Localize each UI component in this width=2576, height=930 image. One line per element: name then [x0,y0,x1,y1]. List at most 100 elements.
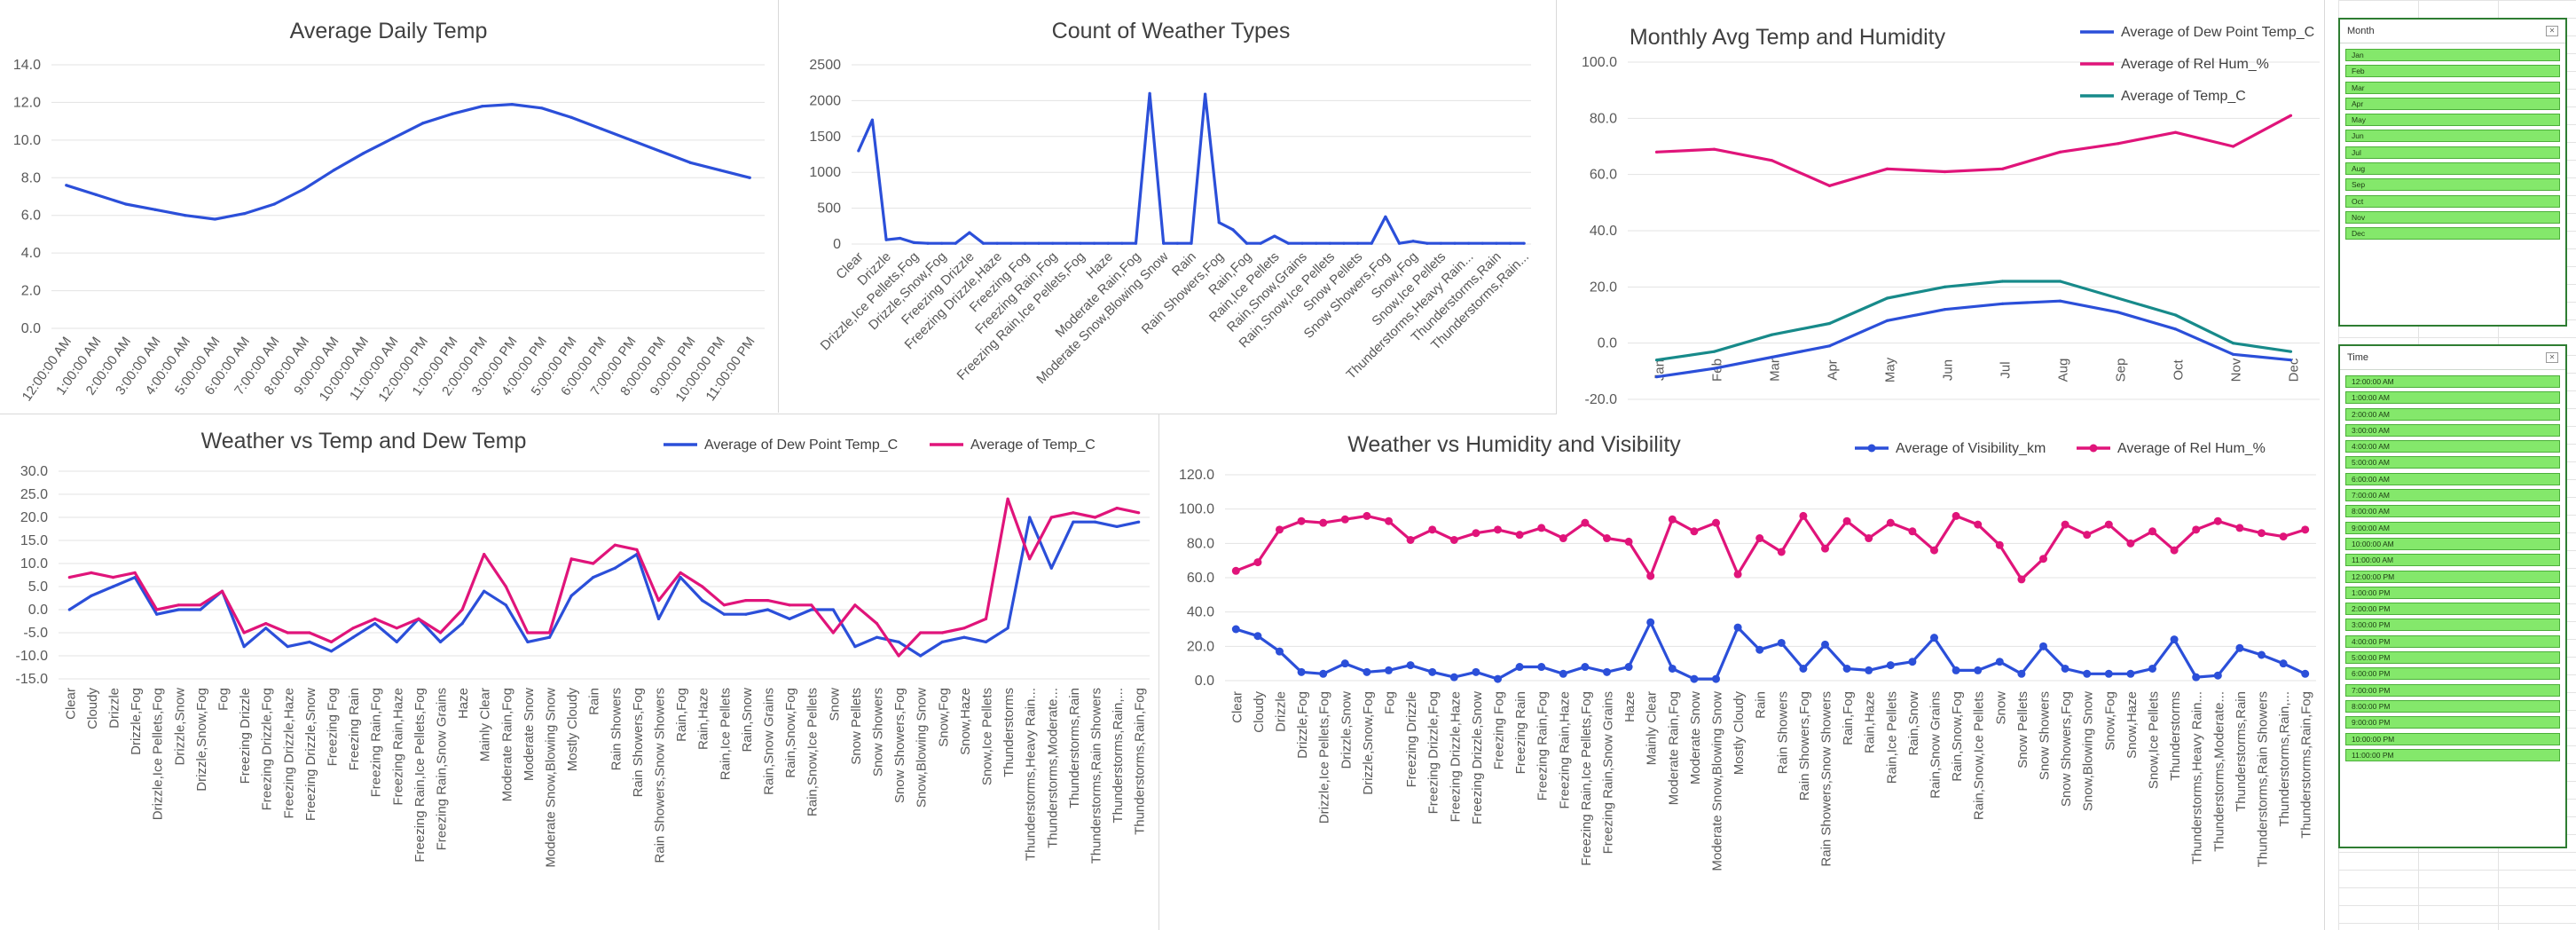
data-point-0-6 [199,608,202,611]
x-tick-label: Moderate Snow,Blowing Snow [1710,691,1725,871]
y-tick-label: 0.0 [28,603,48,618]
time-slicer-item[interactable]: 4:00:00 AM [2345,440,2560,453]
time-slicer-item[interactable]: 3:00:00 PM [2345,619,2560,632]
time-slicer-item[interactable]: 1:00:00 AM [2345,391,2560,405]
data-point-0-12 [421,122,425,125]
data-point-1-27 [656,599,661,603]
time-slicer-item[interactable]: 1:00:00 PM [2345,586,2560,599]
month-slicer-item[interactable]: Oct [2345,194,2560,208]
y-tick-label: 80.0 [1187,536,1214,551]
data-point-0-27 [656,617,661,620]
data-point-1-37 [875,622,879,626]
data-point-0-18 [1624,663,1633,672]
time-slicer-item[interactable]: 6:00:00 AM [2345,472,2560,485]
chart-weather-humidity-visibility[interactable]: Weather vs Humidity and Visibility 0.0 20.… [1159,414,2324,930]
x-tick-label: Thunderstorms,Moderate... [1045,688,1060,848]
time-slicer-item[interactable]: 8:00:00 PM [2345,699,2560,713]
data-point-1-26 [635,548,639,551]
time-slicer-item[interactable]: 3:00:00 AM [2345,423,2560,437]
data-point-0-3 [153,208,157,211]
x-tick-label: Thunderstorms,Rain Showers [1089,688,1104,863]
month-slicer-item[interactable]: Nov [2345,210,2560,224]
data-point-0-24 [1190,241,1193,245]
chart-weather-temp-dew[interactable]: Weather vs Temp and Dew Temp -15.0 -10.0 -5… [0,414,1158,930]
data-point-1-12 [329,640,334,643]
data-point-0-14 [481,105,484,108]
month-slicer-item[interactable]: Apr [2345,97,2560,110]
data-point-0-27 [1821,640,1829,649]
time-slicer-item[interactable]: 10:00:00 PM [2345,732,2560,745]
month-slicer-item[interactable]: Jul [2345,146,2560,159]
data-point-0-8 [1406,661,1415,670]
clear-filter-icon[interactable]: ✕ [2546,26,2558,36]
data-point-0-13 [1037,241,1041,245]
time-slicer-item[interactable]: 5:00:00 PM [2345,651,2560,665]
x-tick-label: Freezing Rain,Haze [390,688,405,806]
month-slicer-item[interactable]: Jan [2345,49,2560,61]
chart-title: Average Daily Temp [290,19,488,43]
series-line-0 [1235,620,2306,681]
time-slicer-item[interactable]: 9:00:00 AM [2345,521,2560,534]
data-point-0-11 [1009,241,1013,245]
data-point-0-21 [688,161,692,164]
data-point-1-49 [2301,525,2310,534]
data-point-1-3 [133,571,137,574]
month-slicer-item[interactable]: Aug [2345,162,2560,176]
data-point-0-6 [1363,667,1371,676]
y-tick-label: 6.0 [21,209,41,224]
y-tick-label: 20.0 [1187,639,1214,654]
time-slicer-item[interactable]: 12:00:00 PM [2345,570,2560,583]
x-tick-label: Snow Pellets [2015,691,2030,768]
time-slicer-item[interactable]: 12:00:00 AM [2345,375,2560,388]
monthly-chart-svg: Monthly Avg Temp and Humidity -20.0 0.0 20.… [1582,25,2320,407]
time-slicer-item[interactable]: 11:00:00 AM [2345,554,2560,567]
x-tick-label: Dec [2287,358,2302,382]
time-slicer-item[interactable]: 6:00:00 PM [2345,667,2560,681]
month-slicer-item[interactable]: Mar [2345,81,2560,94]
data-point-0-37 [1370,241,1373,245]
data-point-0-9 [332,169,335,172]
x-tick-label: Mostly Cloudy [565,688,580,772]
month-slicer-item[interactable]: Jun [2345,130,2560,143]
data-point-1-46 [2235,524,2244,532]
month-slicer-item[interactable]: Sep [2345,178,2560,192]
chart-count-weather-types[interactable]: Count of Weather Types 0 500 1000 1500 2000 25… [779,0,1555,413]
data-point-1-44 [1028,557,1032,561]
data-point-1-31 [744,599,748,603]
time-slicer-header: Time ✕ [2340,346,2565,370]
data-point-0-41 [2126,669,2135,678]
time-slicer-item[interactable]: 7:00:00 AM [2345,489,2560,502]
month-slicer[interactable]: Month ✕ Jan Feb Mar Apr May Jun Jul Aug Sep Oct No… [2338,18,2567,327]
y-tick-label: 2.0 [21,284,41,299]
data-point-1-7 [220,589,224,593]
time-slicer-item[interactable]: 5:00:00 AM [2345,456,2560,469]
chart-average-daily-temp[interactable]: Average Daily Temp 0.0 2.0 4.0 6.0 8.0 10.0 12.… [0,0,777,413]
data-point-1-36 [2017,575,2026,584]
time-slicer[interactable]: Time ✕ 12:00:00 AM 1:00:00 AM 2:00:00 AM 3:… [2338,344,2567,848]
y-tick-label: 10.0 [13,133,41,148]
chart-monthly-avg[interactable]: Monthly Avg Temp and Humidity -20.0 0.0 20.… [1557,0,2324,413]
clear-filter-icon[interactable]: ✕ [2546,352,2558,363]
time-slicer-item[interactable]: 10:00:00 AM [2345,537,2560,550]
data-point-1-32 [1930,546,1938,555]
data-point-2-10 [2231,342,2235,345]
time-slicer-item[interactable]: 2:00:00 PM [2345,603,2560,616]
data-point-1-8 [2116,142,2120,146]
time-slicer-item[interactable]: 7:00:00 PM [2345,683,2560,697]
data-point-2-8 [2116,296,2120,300]
x-tick-label: Freezing Fog [1492,691,1507,769]
x-tick-label: Freezing Rain,Snow Grains [1601,691,1616,854]
data-point-0-46 [2235,643,2244,652]
time-slicer-item[interactable]: 4:00:00 PM [2345,634,2560,648]
month-slicer-item[interactable]: Dec [2345,227,2560,240]
data-point-1-9 [2173,130,2178,134]
data-point-0-25 [1204,92,1207,96]
month-slicer-item[interactable]: May [2345,114,2560,127]
data-point-0-19 [1646,618,1655,627]
time-slicer-item[interactable]: 8:00:00 AM [2345,505,2560,518]
time-slicer-item[interactable]: 11:00:00 PM [2345,748,2560,761]
month-slicer-item[interactable]: Feb [2345,65,2560,78]
time-slicer-item[interactable]: 2:00:00 AM [2345,407,2560,421]
data-point-0-15 [1064,241,1068,245]
time-slicer-item[interactable]: 9:00:00 PM [2345,716,2560,729]
